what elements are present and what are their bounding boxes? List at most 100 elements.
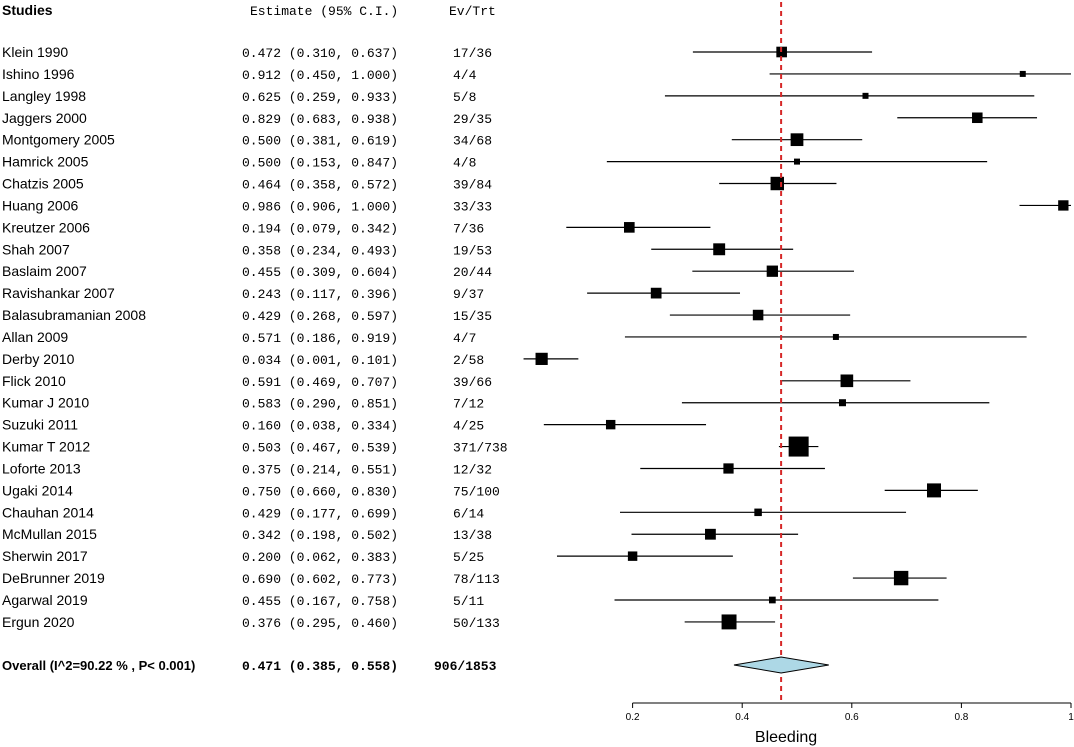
study-events: 34/68 [453, 134, 492, 149]
study-estimate: 0.358 (0.234, 0.493) [242, 243, 398, 258]
estimate-header: Estimate (95% C.I.) [250, 4, 398, 19]
point-estimate-marker [705, 528, 716, 540]
table-row: Shah 2007 0.358 (0.234, 0.493) 19/53 [2, 241, 492, 258]
study-name: Derby 2010 [2, 351, 75, 367]
x-axis: 0.2 0.4 0.6 0.8 1 [626, 702, 1074, 723]
study-markers [523, 46, 1071, 630]
study-name: Ravishankar 2007 [2, 285, 115, 301]
study-estimate: 0.625 (0.259, 0.933) [242, 90, 398, 105]
study-estimate: 0.243 (0.117, 0.396) [242, 287, 398, 302]
study-name: Ergun 2020 [2, 614, 75, 630]
study-name: Chauhan 2014 [2, 504, 94, 520]
study-events: 29/35 [453, 112, 492, 127]
study-estimate: 0.342 (0.198, 0.502) [242, 528, 398, 543]
study-rows: Klein 1990 0.472 (0.310, 0.637) 17/36 Ishin… [2, 44, 508, 631]
table-row: Loforte 2013 0.375 (0.214, 0.551) 12/32 [2, 460, 492, 477]
study-estimate: 0.375 (0.214, 0.551) [242, 462, 398, 477]
point-estimate-marker [840, 374, 854, 388]
study-events: 371/738 [453, 441, 508, 456]
study-events: 4/8 [453, 156, 476, 171]
point-estimate-marker [623, 222, 635, 233]
study-estimate: 0.455 (0.309, 0.604) [242, 265, 398, 280]
point-estimate-marker [788, 436, 809, 457]
study-events: 4/7 [453, 331, 476, 346]
study-estimate: 0.200 (0.062, 0.383) [242, 550, 398, 565]
study-estimate: 0.986 (0.906, 1.000) [242, 199, 398, 214]
point-estimate-marker [723, 463, 734, 474]
study-estimate: 0.160 (0.038, 0.334) [242, 419, 398, 434]
study-events: 15/35 [453, 309, 492, 324]
table-row: Hamrick 2005 0.500 (0.153, 0.847) 4/8 [2, 154, 476, 171]
study-estimate: 0.591 (0.469, 0.707) [242, 375, 398, 390]
table-row: Agarwal 2019 0.455 (0.167, 0.758) 5/11 [2, 592, 484, 609]
study-name: Kumar T 2012 [2, 439, 90, 455]
study-events: 78/113 [453, 572, 500, 587]
study-events: 20/44 [453, 265, 492, 280]
study-events: 50/133 [453, 616, 500, 631]
study-estimate: 0.690 (0.602, 0.773) [242, 572, 398, 587]
study-name: Hamrick 2005 [2, 154, 89, 170]
table-row: Chatzis 2005 0.464 (0.358, 0.572) 39/84 [2, 176, 492, 193]
study-estimate: 0.500 (0.153, 0.847) [242, 156, 398, 171]
study-events: 7/36 [453, 221, 484, 236]
point-estimate-marker [1019, 70, 1026, 77]
point-estimate-marker [721, 614, 737, 630]
study-estimate: 0.829 (0.683, 0.938) [242, 112, 398, 127]
x-axis-label: Bleeding [755, 729, 817, 746]
study-estimate: 0.034 (0.001, 0.101) [242, 353, 398, 368]
study-events: 12/32 [453, 462, 492, 477]
study-name: Langley 1998 [2, 88, 86, 104]
overall-estimate: 0.471 (0.385, 0.558) [242, 659, 398, 674]
table-row: Flick 2010 0.591 (0.469, 0.707) 39/66 [2, 373, 492, 390]
study-name: Montgomery 2005 [2, 132, 115, 148]
study-events: 17/36 [453, 46, 492, 61]
study-events: 5/25 [453, 550, 484, 565]
table-row: Huang 2006 0.986 (0.906, 1.000) 33/33 [2, 197, 492, 214]
point-estimate-marker [650, 287, 662, 299]
study-name: DeBrunner 2019 [2, 570, 105, 586]
header-row: Studies Estimate (95% C.I.) Ev/Trt [2, 2, 496, 19]
study-estimate: 0.455 (0.167, 0.758) [242, 594, 398, 609]
table-row: Ishino 1996 0.912 (0.450, 1.000) 4/4 [2, 66, 477, 83]
study-name: Baslaim 2007 [2, 263, 87, 279]
point-estimate-marker [893, 570, 909, 586]
table-row: DeBrunner 2019 0.690 (0.602, 0.773) 78/113 [2, 570, 500, 587]
point-estimate-marker [627, 551, 638, 561]
table-row: Klein 1990 0.472 (0.310, 0.637) 17/36 [2, 44, 492, 61]
point-estimate-marker [605, 419, 616, 430]
table-row: Baslaim 2007 0.455 (0.309, 0.604) 20/44 [2, 263, 492, 280]
x-tick-label: 0.4 [735, 712, 749, 723]
study-estimate: 0.571 (0.186, 0.919) [242, 331, 398, 346]
events-header: Ev/Trt [449, 4, 496, 19]
table-row: Ravishankar 2007 0.243 (0.117, 0.396) 9/37 [2, 285, 484, 302]
study-name: Shah 2007 [2, 241, 70, 257]
study-name: Ishino 1996 [2, 66, 75, 82]
study-events: 7/12 [453, 397, 484, 412]
table-row: Kreutzer 2006 0.194 (0.079, 0.342) 7/36 [2, 219, 484, 236]
point-estimate-marker [766, 265, 778, 277]
study-events: 13/38 [453, 528, 492, 543]
study-name: Sherwin 2017 [2, 548, 88, 564]
table-row: Ergun 2020 0.376 (0.295, 0.460) 50/133 [2, 614, 500, 631]
study-estimate: 0.429 (0.177, 0.699) [242, 506, 398, 521]
study-events: 5/11 [453, 594, 484, 609]
point-estimate-marker [794, 158, 800, 165]
point-estimate-marker [972, 112, 983, 124]
study-name: Balasubramanian 2008 [2, 307, 146, 323]
table-row: Sherwin 2017 0.200 (0.062, 0.383) 5/25 [2, 548, 484, 565]
study-events: 33/33 [453, 199, 492, 214]
study-estimate: 0.194 (0.079, 0.342) [242, 221, 398, 236]
table-row: Montgomery 2005 0.500 (0.381, 0.619) 34/68 [2, 132, 492, 149]
study-estimate: 0.376 (0.295, 0.460) [242, 616, 398, 631]
point-estimate-marker [927, 483, 941, 498]
study-estimate: 0.503 (0.467, 0.539) [242, 441, 398, 456]
point-estimate-marker [535, 352, 548, 365]
point-estimate-marker [752, 309, 764, 321]
study-estimate: 0.750 (0.660, 0.830) [242, 484, 398, 499]
study-estimate: 0.500 (0.381, 0.619) [242, 134, 398, 149]
point-estimate-marker [838, 399, 846, 407]
study-name: Allan 2009 [2, 329, 68, 345]
study-events: 9/37 [453, 287, 484, 302]
study-events: 39/84 [453, 178, 492, 193]
table-row: Kumar J 2010 0.583 (0.290, 0.851) 7/12 [2, 395, 484, 412]
